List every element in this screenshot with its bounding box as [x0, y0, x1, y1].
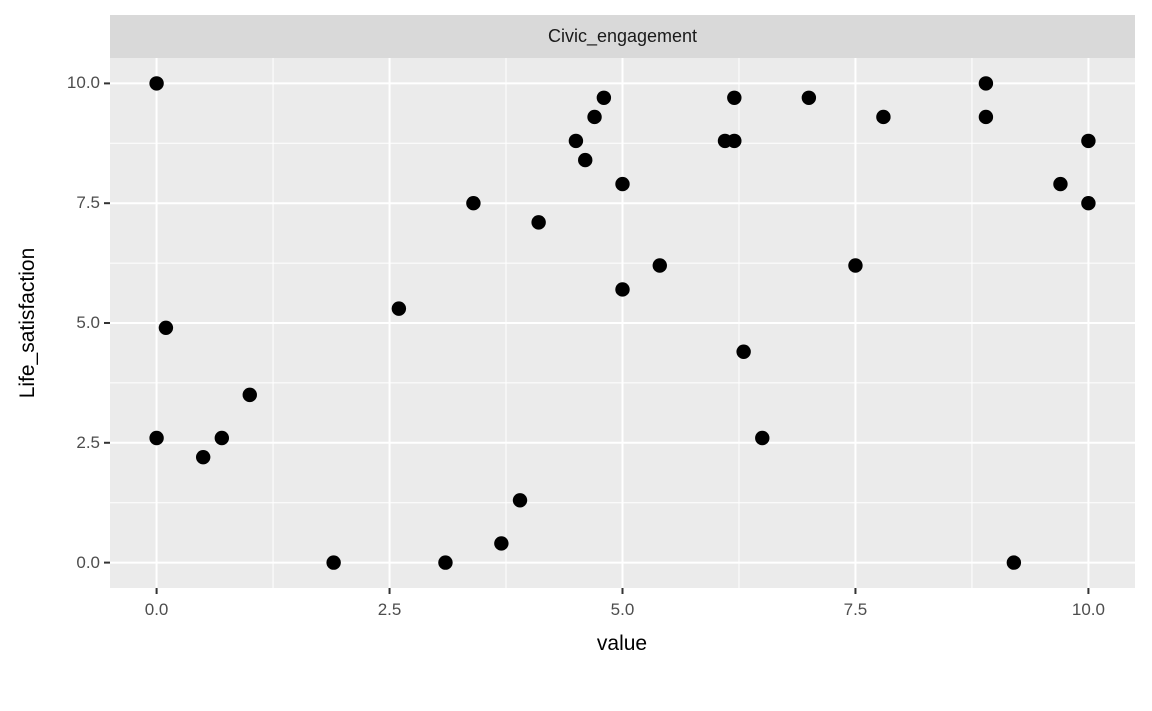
data-point — [652, 258, 667, 273]
data-point — [158, 320, 174, 335]
data-point — [326, 555, 341, 570]
data-point — [978, 76, 994, 91]
y-tick-label: 0.0 — [76, 552, 100, 572]
data-point — [466, 195, 481, 211]
y-axis-title: Life_satisfaction — [16, 247, 39, 399]
data-point — [242, 387, 257, 403]
data-point — [801, 90, 817, 105]
data-point — [391, 301, 407, 316]
data-point — [438, 555, 453, 570]
data-point — [494, 536, 509, 551]
data-point — [195, 449, 211, 465]
x-tick-label: 10.0 — [1071, 600, 1105, 619]
data-point — [615, 282, 630, 297]
y-tick-label: 7.5 — [76, 193, 100, 213]
y-tick-label: 10.0 — [66, 73, 100, 93]
data-point — [1081, 133, 1096, 149]
data-point — [512, 493, 528, 508]
data-point — [214, 430, 230, 446]
data-point — [876, 109, 891, 125]
data-point — [978, 109, 994, 125]
data-point — [727, 90, 742, 105]
data-point — [149, 430, 164, 446]
data-point — [1081, 195, 1096, 211]
facet-strip: Civic_engagement — [110, 15, 1135, 58]
data-point — [596, 90, 612, 105]
data-point — [615, 176, 630, 192]
y-tick-label: 5.0 — [76, 313, 100, 332]
data-point — [568, 133, 584, 149]
data-point — [848, 258, 863, 273]
y-tick-label: 2.5 — [76, 432, 100, 452]
data-point — [578, 152, 593, 168]
data-point — [755, 430, 770, 446]
facet-strip-label: Civic_engagement — [547, 26, 698, 46]
data-point — [1053, 176, 1068, 192]
data-point — [531, 215, 546, 230]
x-tick-label: 5.0 — [610, 600, 635, 619]
scatter-canvas — [110, 58, 1135, 588]
data-point — [1006, 555, 1022, 570]
x-tick-label: 0.0 — [144, 600, 169, 619]
x-tick-label: 2.5 — [377, 600, 402, 619]
x-axis-title: value — [596, 632, 648, 655]
x-tick-label: 7.5 — [843, 600, 868, 619]
plot-panel — [110, 58, 1135, 588]
data-point — [727, 133, 742, 149]
data-point — [587, 109, 602, 125]
data-point — [736, 344, 751, 359]
data-point — [149, 76, 164, 91]
